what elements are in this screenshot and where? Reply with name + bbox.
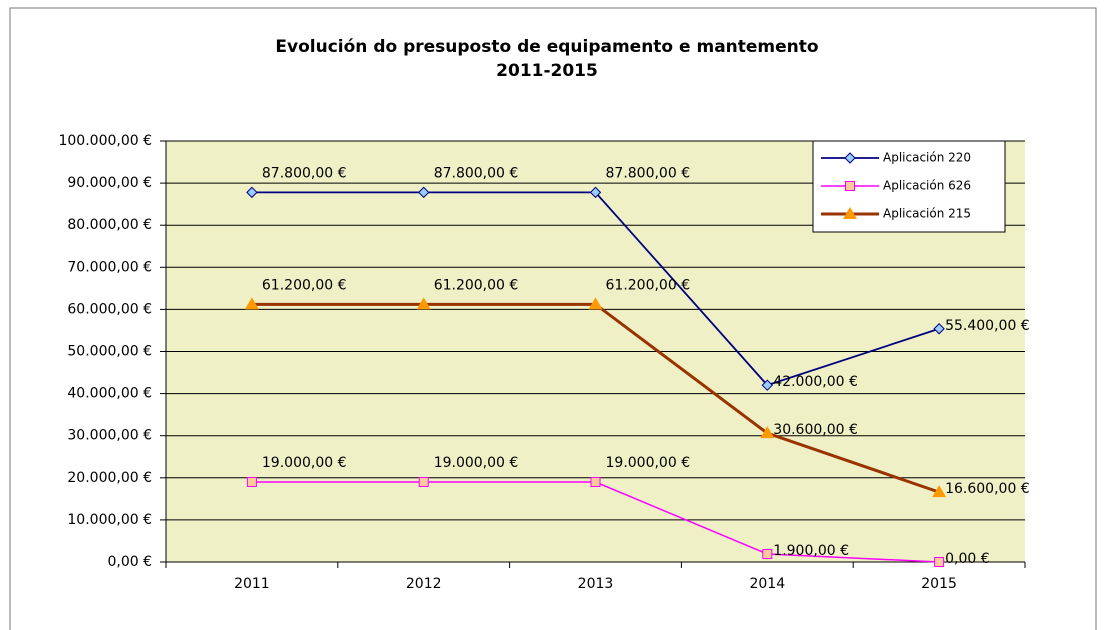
data-label: 19.000,00 € <box>434 455 519 471</box>
data-point <box>590 477 601 488</box>
legend-label: Aplicación 220 <box>883 151 971 165</box>
data-point <box>761 379 774 391</box>
data-point <box>417 186 430 199</box>
data-point <box>762 549 773 560</box>
legend-marker <box>844 152 856 164</box>
data-point <box>934 557 945 567</box>
legend-label: Aplicación 626 <box>883 179 971 193</box>
data-label: 61.200,00 € <box>606 277 691 293</box>
y-tick-label: 100.000,00 € <box>58 133 152 149</box>
y-tick-label: 10.000,00 € <box>67 512 152 528</box>
data-label: 87.800,00 € <box>434 165 519 181</box>
chart-title: Evolución do presuposto de equipamento e… <box>275 37 818 57</box>
x-tick-label: 2012 <box>406 576 442 592</box>
data-label: 16.600,00 € <box>945 481 1030 497</box>
legend-label: Aplicación 215 <box>883 207 971 221</box>
x-tick-label: 2014 <box>749 576 785 592</box>
x-tick-label: 2011 <box>234 576 270 592</box>
data-label: 19.000,00 € <box>606 455 691 471</box>
y-tick-label: 70.000,00 € <box>67 259 152 275</box>
data-point <box>244 297 259 310</box>
y-tick-label: 80.000,00 € <box>67 217 152 233</box>
data-label: 30.600,00 € <box>773 422 858 438</box>
data-label: 61.200,00 € <box>434 277 519 293</box>
data-point <box>246 477 257 488</box>
y-tick-label: 20.000,00 € <box>67 470 152 486</box>
data-label: 1.900,00 € <box>773 543 849 559</box>
data-label: 87.800,00 € <box>606 165 691 181</box>
x-tick-label: 2013 <box>578 576 614 592</box>
y-tick-label: 60.000,00 € <box>67 301 152 317</box>
data-point <box>933 323 945 335</box>
legend-marker <box>843 207 857 219</box>
data-point <box>246 186 258 199</box>
data-label: 42.000,00 € <box>773 374 858 390</box>
data-label: 55.400,00 € <box>945 318 1030 334</box>
data-point <box>418 477 429 488</box>
data-label: 0,00 € <box>945 551 990 567</box>
legend-marker <box>845 181 855 191</box>
y-tick-label: 90.000,00 € <box>67 175 152 191</box>
y-tick-label: 50.000,00 € <box>67 344 152 360</box>
data-point <box>932 485 947 498</box>
y-tick-label: 40.000,00 € <box>67 386 152 402</box>
data-point <box>589 186 602 199</box>
data-label: 87.800,00 € <box>262 165 347 181</box>
data-point <box>416 297 431 310</box>
y-tick-label: 30.000,00 € <box>67 428 152 444</box>
data-label: 61.200,00 € <box>262 277 347 293</box>
data-label: 19.000,00 € <box>262 455 347 471</box>
chart-subtitle: 2011-2015 <box>496 61 598 81</box>
data-point <box>588 297 603 310</box>
y-tick-label: 0,00 € <box>107 554 152 570</box>
data-point <box>760 426 775 439</box>
x-tick-label: 2015 <box>921 576 957 592</box>
